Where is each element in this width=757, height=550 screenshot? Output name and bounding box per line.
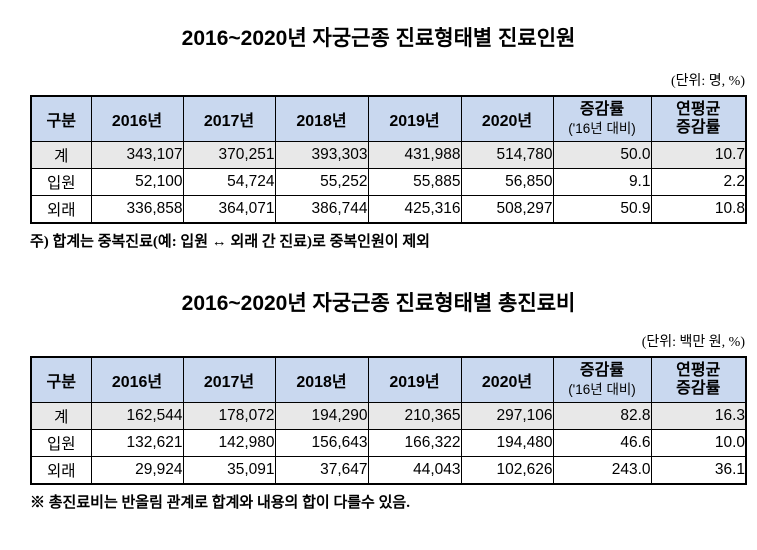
data-cell: 36.1 bbox=[650, 456, 747, 485]
column-header-2018: 2018년 bbox=[274, 95, 369, 142]
page-title-2: 2016~2020년 자궁근종 진료형태별 총진료비 bbox=[181, 292, 576, 315]
data-cell: 9.1 bbox=[552, 168, 652, 196]
data-cell: 514,780 bbox=[460, 141, 554, 169]
data-cell: 364,071 bbox=[182, 195, 276, 224]
data-cell: 243.0 bbox=[552, 456, 652, 485]
data-cell: 82.8 bbox=[552, 402, 652, 430]
avg-growth-label-line2: 증감률 bbox=[676, 119, 721, 136]
unit-label: (단위: 명, %) bbox=[670, 74, 745, 89]
header-row: 구분 2016년 2017년 2018년 2019년 2020년 증감률 ('1… bbox=[30, 356, 747, 403]
column-header-2016: 2016년 bbox=[90, 95, 184, 142]
avg-growth-label-line1: 연평균 bbox=[676, 100, 721, 118]
data-cell: 102,626 bbox=[460, 456, 554, 485]
column-header-2018: 2018년 bbox=[274, 356, 369, 403]
data-cell: 393,303 bbox=[274, 141, 369, 169]
data-cell: 2.2 bbox=[650, 168, 747, 196]
footnote: 주) 합계는 중복진료(예: 입원 ↔ 외래 간 진료)로 중복인원이 제외 bbox=[30, 234, 430, 250]
data-cell: 44,043 bbox=[367, 456, 462, 485]
row-label: 입원 bbox=[30, 168, 92, 196]
column-header-avg-growth: 연평균 증감률 bbox=[650, 95, 747, 142]
data-cell: 178,072 bbox=[182, 402, 276, 430]
column-header-growth-rate: 증감률 ('16년 대비) bbox=[552, 356, 652, 403]
total-cost-table: 구분 2016년 2017년 2018년 2019년 2020년 증감률 ('1… bbox=[30, 356, 747, 485]
patient-count-table: 구분 2016년 2017년 2018년 2019년 2020년 증감률 ('1… bbox=[30, 95, 747, 224]
column-header-growth-rate: 증감률 ('16년 대비) bbox=[552, 95, 652, 142]
data-cell: 210,365 bbox=[367, 402, 462, 430]
data-cell: 16.3 bbox=[650, 402, 747, 430]
growth-rate-label: 증감률 bbox=[579, 101, 625, 119]
table-row-outpatient: 외래 336,858 364,071 386,744 425,316 508,2… bbox=[30, 195, 747, 224]
column-header-2019: 2019년 bbox=[367, 95, 462, 142]
data-cell: 156,643 bbox=[274, 429, 369, 457]
row-label: 외래 bbox=[30, 195, 92, 224]
growth-rate-sublabel: ('16년 대비) bbox=[568, 381, 636, 397]
row-label: 계 bbox=[30, 402, 92, 430]
growth-rate-sublabel: ('16년 대비) bbox=[568, 120, 636, 136]
table-row-total: 계 343,107 370,251 393,303 431,988 514,78… bbox=[30, 141, 747, 169]
data-cell: 37,647 bbox=[274, 456, 369, 485]
column-header-2020: 2020년 bbox=[460, 95, 554, 142]
data-cell: 508,297 bbox=[460, 195, 554, 224]
data-cell: 35,091 bbox=[182, 456, 276, 485]
data-cell: 386,744 bbox=[274, 195, 369, 224]
data-cell: 166,322 bbox=[367, 429, 462, 457]
column-header-avg-growth: 연평균 증감률 bbox=[650, 356, 747, 403]
data-cell: 50.0 bbox=[552, 141, 652, 169]
data-cell: 336,858 bbox=[90, 195, 184, 224]
row-label: 외래 bbox=[30, 456, 92, 485]
footnote: ※ 총진료비는 반올림 관계로 합계와 내용의 합이 다를수 있음. bbox=[30, 495, 410, 511]
data-cell: 56,850 bbox=[460, 168, 554, 196]
avg-growth-label-line1: 연평균 bbox=[676, 361, 721, 379]
data-cell: 55,885 bbox=[367, 168, 462, 196]
data-cell: 10.8 bbox=[650, 195, 747, 224]
data-cell: 29,924 bbox=[90, 456, 184, 485]
column-header-2017: 2017년 bbox=[182, 356, 276, 403]
data-cell: 297,106 bbox=[460, 402, 554, 430]
section-patient-count: 2016~2020년 자궁근종 진료형태별 진료인원 (단위: 명, %) 구분… bbox=[0, 22, 757, 251]
table-row-inpatient: 입원 52,100 54,724 55,252 55,885 56,850 9.… bbox=[30, 168, 747, 196]
column-header-gubun: 구분 bbox=[30, 95, 92, 142]
section-total-cost: 2016~2020년 자궁근종 진료형태별 총진료비 (단위: 백만 원, %)… bbox=[0, 287, 757, 512]
column-header-2019: 2019년 bbox=[367, 356, 462, 403]
data-cell: 10.0 bbox=[650, 429, 747, 457]
data-cell: 194,290 bbox=[274, 402, 369, 430]
column-header-2016: 2016년 bbox=[90, 356, 184, 403]
column-header-gubun: 구분 bbox=[30, 356, 92, 403]
table-row-total: 계 162,544 178,072 194,290 210,365 297,10… bbox=[30, 402, 747, 430]
data-cell: 50.9 bbox=[552, 195, 652, 224]
data-cell: 431,988 bbox=[367, 141, 462, 169]
data-cell: 55,252 bbox=[274, 168, 369, 196]
header-row: 구분 2016년 2017년 2018년 2019년 2020년 증감률 ('1… bbox=[30, 95, 747, 142]
page-title: 2016~2020년 자궁근종 진료형태별 진료인원 bbox=[181, 27, 576, 50]
column-header-2017: 2017년 bbox=[182, 95, 276, 142]
row-label: 입원 bbox=[30, 429, 92, 457]
column-header-2020: 2020년 bbox=[460, 356, 554, 403]
data-cell: 370,251 bbox=[182, 141, 276, 169]
data-cell: 46.6 bbox=[552, 429, 652, 457]
table-row-outpatient: 외래 29,924 35,091 37,647 44,043 102,626 2… bbox=[30, 456, 747, 485]
growth-rate-label: 증감률 bbox=[579, 362, 625, 380]
data-cell: 194,480 bbox=[460, 429, 554, 457]
data-cell: 54,724 bbox=[182, 168, 276, 196]
row-label: 계 bbox=[30, 141, 92, 169]
data-cell: 132,621 bbox=[90, 429, 184, 457]
data-cell: 343,107 bbox=[90, 141, 184, 169]
data-cell: 425,316 bbox=[367, 195, 462, 224]
data-cell: 10.7 bbox=[650, 141, 747, 169]
unit-label: (단위: 백만 원, %) bbox=[641, 335, 745, 350]
table-row-inpatient: 입원 132,621 142,980 156,643 166,322 194,4… bbox=[30, 429, 747, 457]
avg-growth-label-line2: 증감률 bbox=[676, 380, 721, 397]
data-cell: 52,100 bbox=[90, 168, 184, 196]
data-cell: 142,980 bbox=[182, 429, 276, 457]
data-cell: 162,544 bbox=[90, 402, 184, 430]
